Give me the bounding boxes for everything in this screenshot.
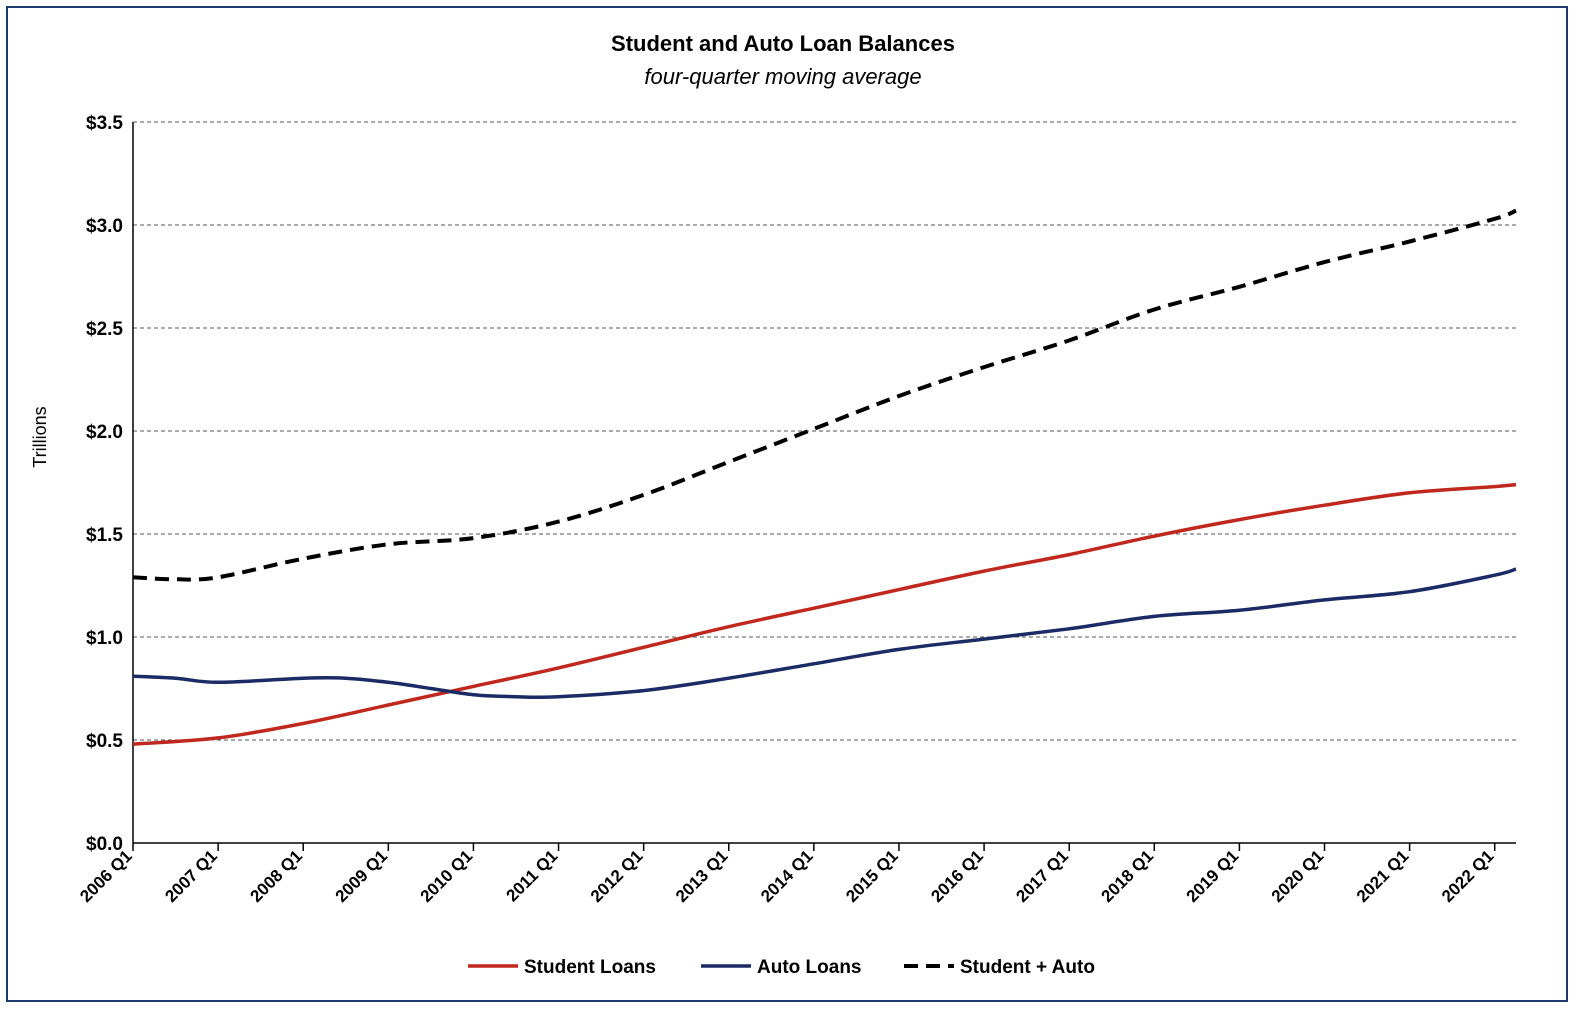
x-tick-label: 2021 Q1 — [1353, 846, 1413, 906]
legend-label-2: Student + Auto — [960, 957, 1095, 978]
x-tick-label: 2020 Q1 — [1268, 846, 1328, 906]
legend-label-1: Auto Loans — [757, 957, 862, 978]
chart-subtitle: four-quarter moving average — [644, 64, 921, 89]
series-line-2 — [132, 208, 1517, 582]
y-tick-label: $3.5 — [86, 113, 123, 134]
x-tick-label: 2007 Q1 — [161, 846, 221, 906]
x-tick-label: 2012 Q1 — [587, 846, 647, 906]
x-tick-label: 2010 Q1 — [417, 846, 477, 906]
y-axis-ticks: $0.0 $0.5 $1.0 $1.5 $2.0 $2.5 $3.0 $3.5 — [86, 113, 123, 855]
y-tick-label: $2.0 — [86, 422, 123, 443]
chart-frame: Student and Auto Loan Balances four-quar… — [6, 6, 1568, 1002]
x-tick-label: 2006 Q1 — [76, 846, 136, 906]
x-tick-label: 2016 Q1 — [927, 846, 987, 906]
x-tick-label: 2009 Q1 — [332, 846, 392, 906]
chart-title: Student and Auto Loan Balances — [611, 31, 955, 56]
series-line-1 — [132, 567, 1517, 700]
x-tick-label: 2019 Q1 — [1183, 846, 1243, 906]
series-lines — [132, 208, 1517, 746]
x-tick-label: 2008 Q1 — [246, 846, 306, 906]
grid-lines — [133, 121, 1516, 741]
x-tick-label: 2022 Q1 — [1438, 846, 1498, 906]
y-tick-label: $1.5 — [86, 525, 123, 546]
y-tick-label: $3.0 — [86, 216, 123, 237]
x-tick-label: 2013 Q1 — [672, 846, 732, 906]
x-tick-label: 2017 Q1 — [1012, 846, 1072, 906]
y-axis-label: Trillions — [30, 406, 50, 467]
line-chart: Student and Auto Loan Balances four-quar… — [30, 31, 1517, 978]
y-tick-label: $0.0 — [86, 834, 123, 855]
x-tick-label: 2015 Q1 — [842, 846, 902, 906]
y-tick-label: $0.5 — [86, 731, 123, 752]
y-tick-label: $2.5 — [86, 319, 123, 340]
legend-label-0: Student Loans — [524, 957, 656, 978]
y-tick-label: $1.0 — [86, 628, 123, 649]
x-tick-label: 2011 Q1 — [502, 846, 561, 905]
legend: Student Loans Auto Loans Student + Auto — [468, 957, 1095, 978]
x-tick-label: 2014 Q1 — [757, 846, 817, 906]
x-axis-ticks: 2006 Q1 2007 Q1 2008 Q1 2009 Q1 2010 Q1 2011 … — [76, 846, 1497, 906]
series-line-0 — [132, 482, 1517, 746]
x-tick-label: 2018 Q1 — [1098, 846, 1158, 906]
axes — [132, 122, 1516, 851]
